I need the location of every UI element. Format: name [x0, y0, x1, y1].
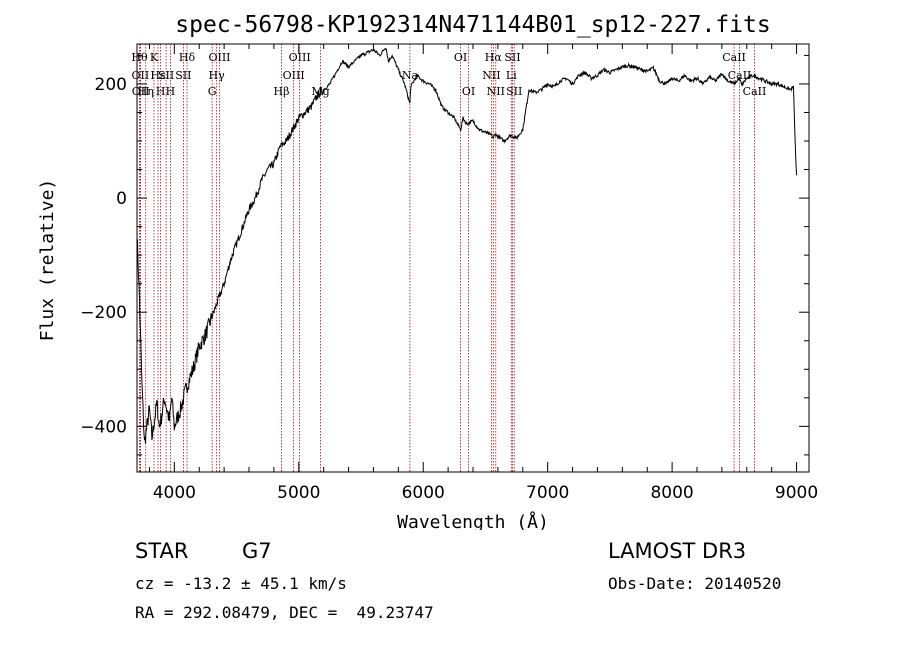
x-tick-label-9000: 9000: [775, 483, 818, 503]
spectrum-chart: spec-56798-KP192314N471144B01_sp12-227.f…: [37, 12, 818, 530]
line-label-13: OIII: [208, 51, 230, 64]
line-label-4: K: [150, 51, 159, 64]
line-label-3: Hη: [138, 85, 154, 98]
x-tick-label-5000: 5000: [277, 483, 320, 503]
x-tick-label-7000: 7000: [526, 483, 569, 503]
line-label-11: G: [208, 85, 217, 98]
line-label-6: H: [156, 85, 166, 98]
emission-line-labels: HθOIIOIIHηKHεHSIIHHδSIIGHγOIIIHβOIIIOIII…: [131, 51, 766, 98]
line-label-24: Li: [506, 69, 517, 82]
y-axis-label: Flux (relative): [37, 179, 58, 342]
line-label-27: CaII: [722, 51, 746, 64]
x-tick-label-8000: 8000: [650, 483, 693, 503]
plot-frame: [136, 43, 810, 473]
survey-name: LAMOST DR3: [608, 539, 747, 563]
line-label-16: OIII: [289, 51, 311, 64]
line-label-9: Hδ: [179, 51, 196, 64]
object-subclass: G7: [242, 539, 272, 563]
coordinates: RA = 292.08479, DEC = 49.23747: [135, 603, 434, 622]
line-label-22: Hα: [485, 51, 503, 64]
y-tick-label-200: 200: [95, 75, 127, 95]
line-label-20: OI: [462, 85, 475, 98]
line-label-14: Hβ: [274, 85, 290, 98]
redshift-readout: cz = -13.2 ± 45.1 km/s: [135, 574, 347, 593]
y-tick-label-0: 0: [116, 189, 127, 209]
line-label-29: CaII: [743, 85, 767, 98]
x-tick-label-6000: 6000: [402, 483, 445, 503]
line-label-2: OII: [132, 85, 150, 98]
axis-ticks: 4000 5000 6000 7000 8000 9000 −400 −200 0 200: [80, 44, 818, 503]
chart-title: spec-56798-KP192314N471144B01_sp12-227.f…: [175, 12, 770, 38]
object-class: STAR: [135, 539, 189, 563]
line-label-25: SII: [504, 51, 520, 64]
line-label-10: SII: [175, 69, 191, 82]
line-label-5: Hε: [150, 69, 166, 82]
line-label-23: NII: [487, 85, 505, 98]
line-label-15: OIII: [283, 69, 305, 82]
emission-line-markers: [139, 44, 755, 472]
line-label-7: SII: [158, 69, 174, 82]
line-label-0: Hθ: [131, 51, 148, 64]
y-tick-label--400: −400: [80, 417, 127, 437]
x-axis-label: Wavelength (Å): [397, 511, 549, 530]
obs-date: Obs-Date: 20140520: [608, 574, 782, 593]
line-label-1: OII: [132, 69, 150, 82]
x-tick-label-4000: 4000: [153, 483, 196, 503]
line-label-19: OI: [454, 51, 467, 64]
line-label-26: SII: [506, 85, 522, 98]
line-label-8: H: [166, 85, 176, 98]
line-label-12: Hγ: [209, 69, 226, 82]
line-label-21: NII: [482, 69, 500, 82]
y-tick-label--200: −200: [80, 303, 127, 323]
line-label-18: Na: [402, 69, 419, 82]
spectrum-line: [136, 47, 798, 444]
